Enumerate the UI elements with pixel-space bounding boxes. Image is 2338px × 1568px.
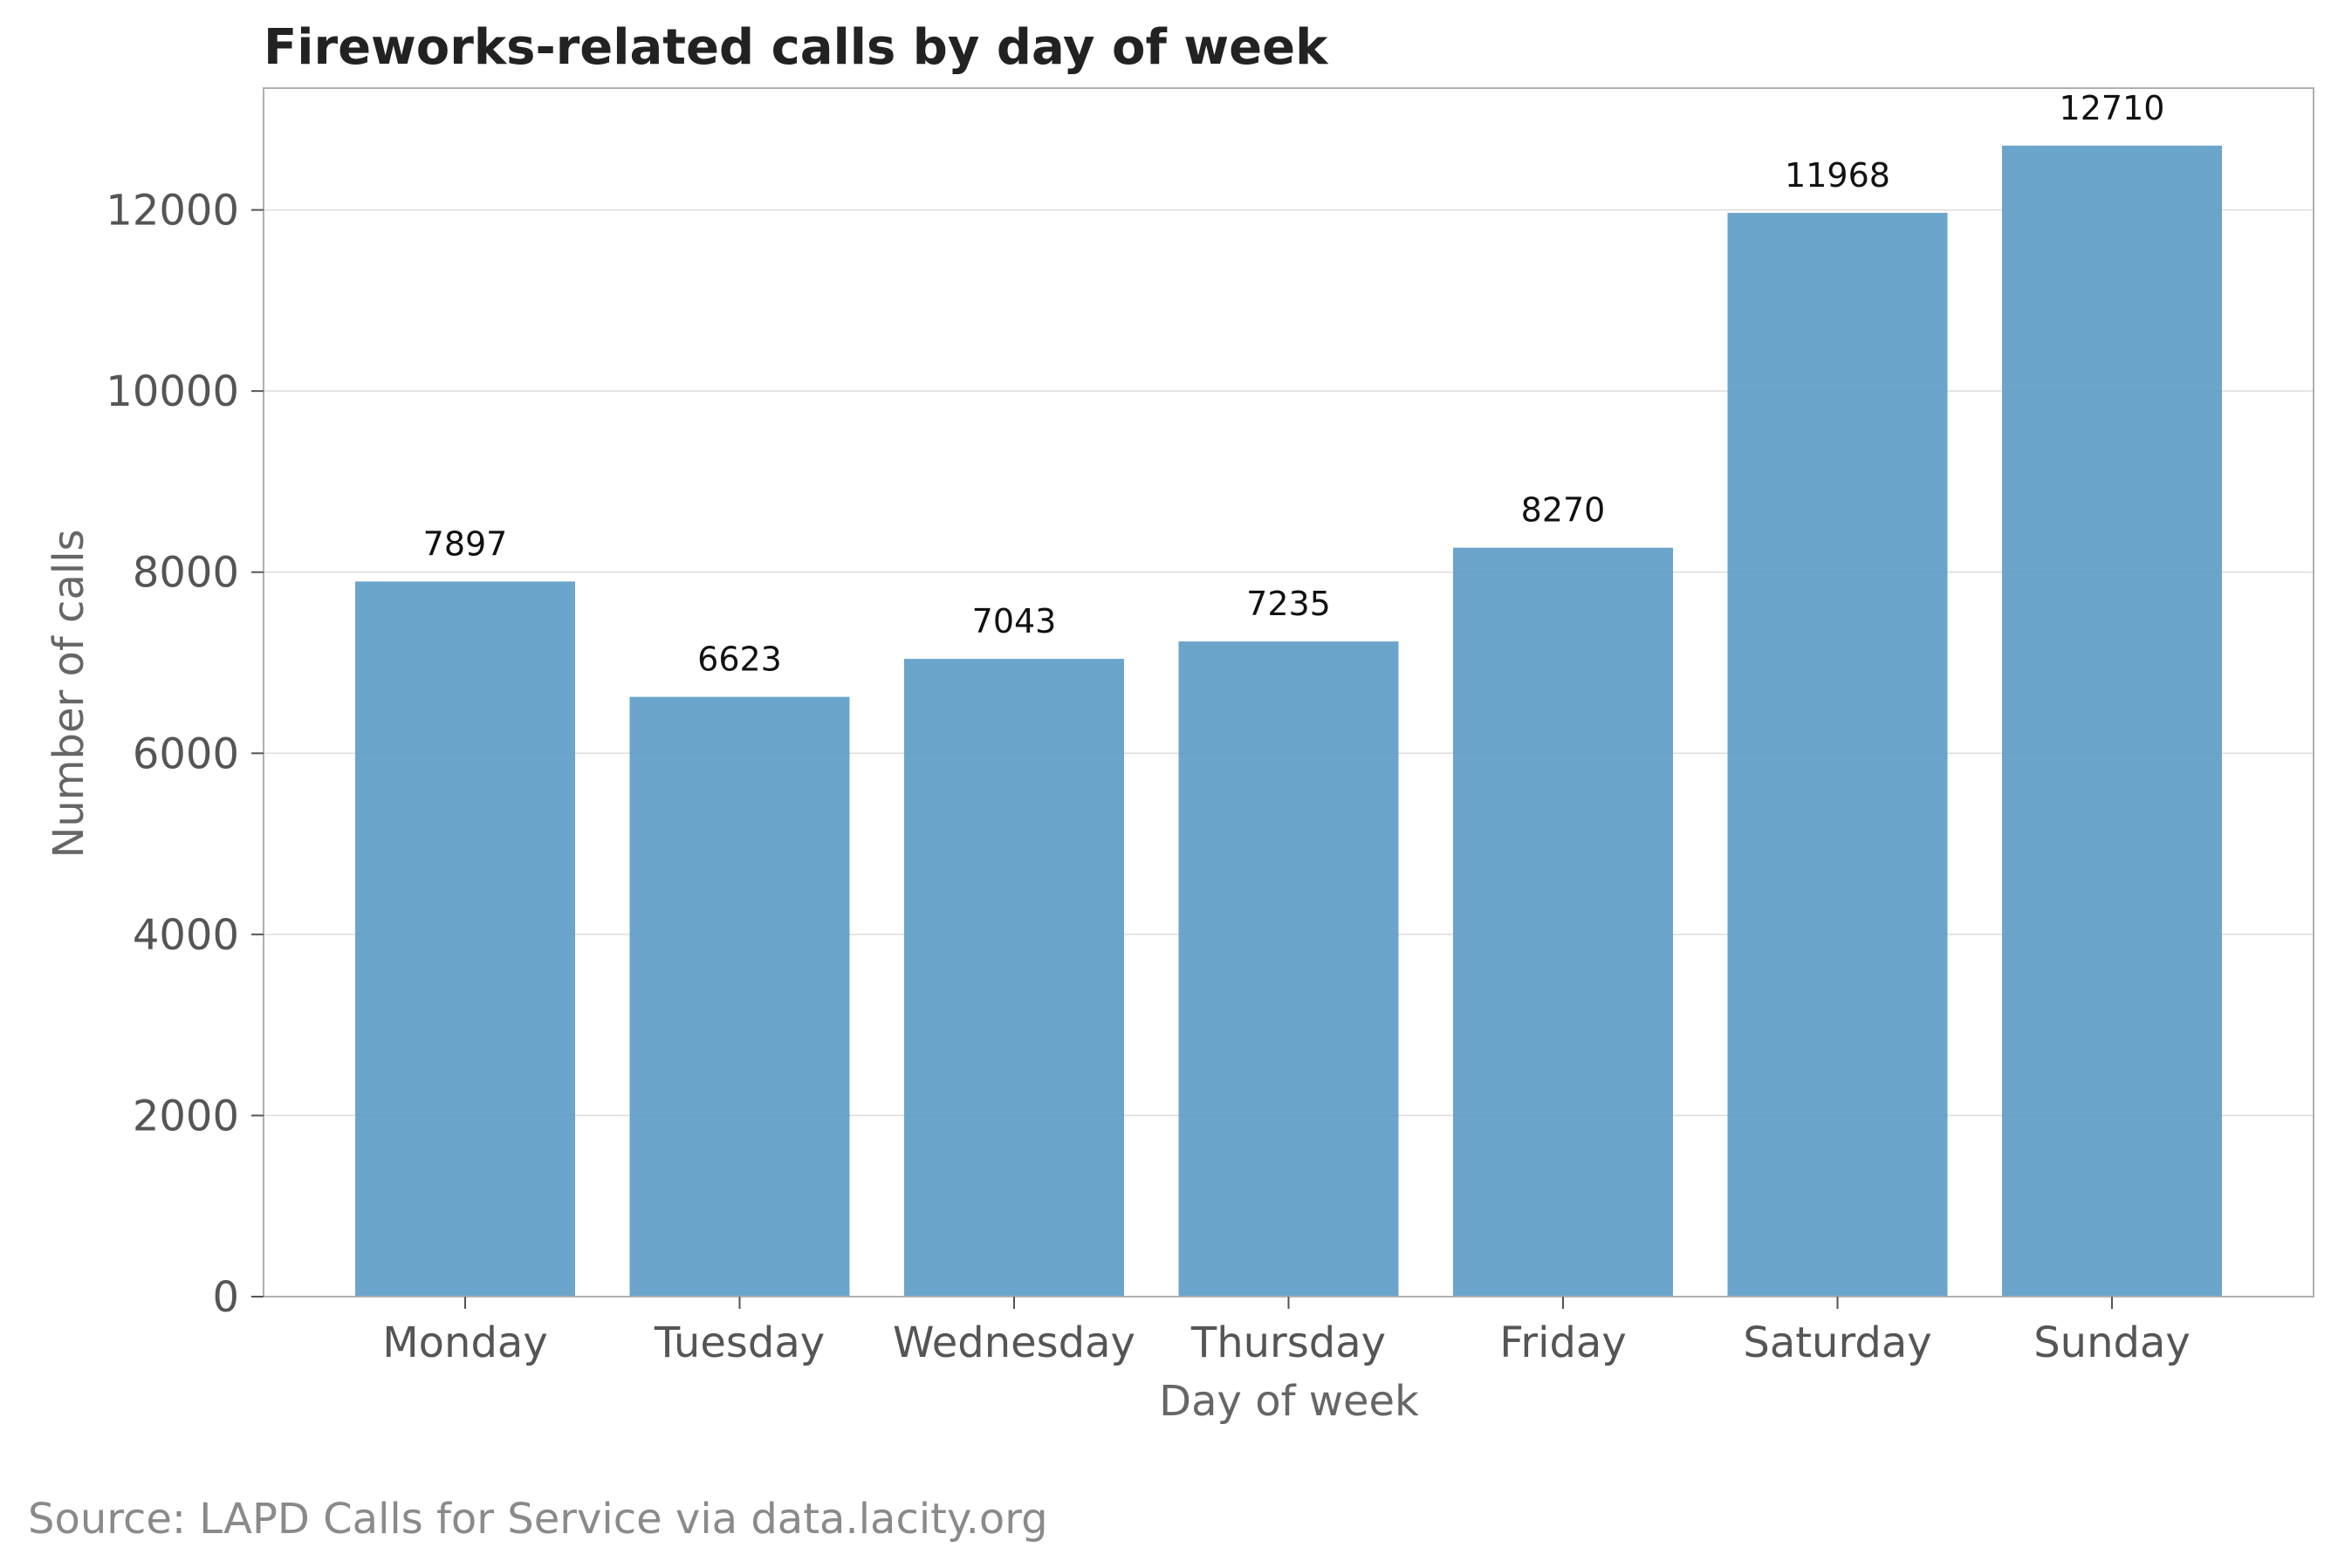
y-axis-ticks: 0 2000 4000 6000 8000 10000 12000	[106, 187, 264, 1322]
data-label-friday: 8270	[1521, 491, 1606, 530]
data-label-saturday: 11968	[1785, 156, 1890, 195]
y-tick-label: 8000	[133, 549, 239, 598]
data-label-tuesday: 6623	[697, 640, 782, 679]
bar-monday	[355, 581, 575, 1297]
x-axis-label: Day of week	[1159, 1377, 1419, 1426]
x-tick-label-friday: Friday	[1499, 1318, 1626, 1367]
x-tick-label-wednesday: Wednesday	[893, 1318, 1135, 1367]
bar-wednesday	[904, 659, 1124, 1297]
y-tick-label: 4000	[133, 911, 239, 960]
bar-saturday	[1727, 212, 1948, 1297]
y-tick-label: 10000	[106, 367, 239, 416]
data-label-thursday: 7235	[1246, 585, 1331, 623]
x-axis-ticks: Monday Tuesday Wednesday Thursday Friday Satu…	[382, 1297, 2191, 1367]
bar-tuesday	[629, 696, 850, 1297]
bars	[355, 145, 2222, 1297]
x-tick-label-monday: Monday	[382, 1318, 548, 1367]
y-tick-label: 6000	[133, 729, 239, 778]
data-label-monday: 7897	[423, 524, 508, 563]
chart-title: Fireworks-related calls by day of week	[264, 19, 1329, 76]
x-tick-label-sunday: Sunday	[2033, 1318, 2191, 1367]
data-label-wednesday: 7043	[972, 602, 1057, 640]
y-axis-label: Number of calls	[45, 529, 93, 858]
bar-friday	[1453, 547, 1673, 1297]
bar-thursday	[1178, 641, 1399, 1297]
y-tick-label: 12000	[106, 187, 239, 236]
y-tick-label: 0	[212, 1273, 239, 1322]
x-tick-label-thursday: Thursday	[1190, 1318, 1386, 1367]
source-note: Source: LAPD Calls for Service via data.…	[28, 1495, 1048, 1544]
x-tick-label-tuesday: Tuesday	[654, 1318, 825, 1367]
y-tick-label: 2000	[133, 1092, 239, 1140]
data-labels: 7897 6623 7043 7235 8270 11968 12710	[423, 89, 2165, 679]
x-tick-label-saturday: Saturday	[1743, 1318, 1931, 1367]
data-label-sunday: 12710	[2060, 89, 2165, 127]
bar-sunday	[2002, 145, 2222, 1297]
